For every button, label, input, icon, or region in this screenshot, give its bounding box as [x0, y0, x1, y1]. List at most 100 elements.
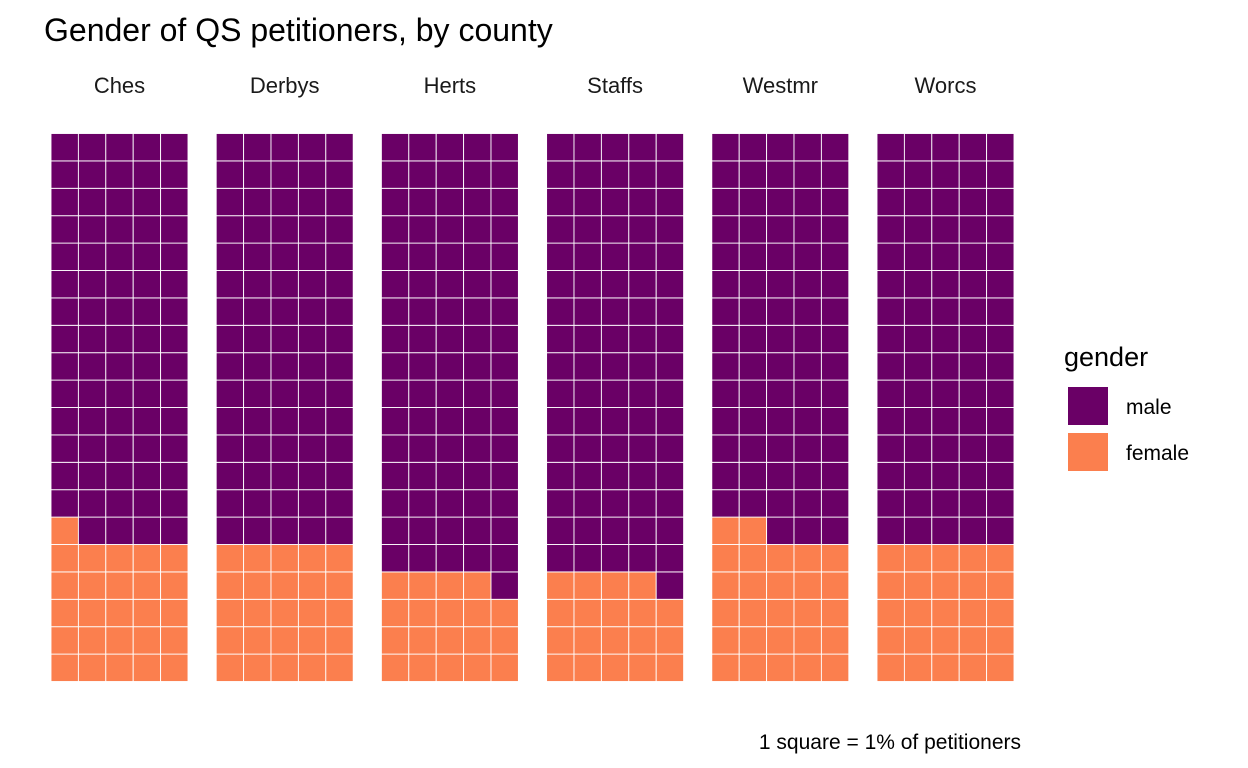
waffle-square-male	[105, 215, 134, 244]
waffle-square-male	[297, 270, 327, 299]
waffle-square-male	[105, 407, 134, 436]
waffle-square-female	[711, 544, 740, 573]
waffle-square-male	[903, 270, 933, 299]
waffle-square-female	[105, 653, 134, 682]
waffle-square-female	[490, 626, 519, 655]
waffle-square-female	[931, 653, 960, 682]
waffle-square-male	[408, 270, 437, 299]
waffle-square-female	[876, 653, 905, 682]
waffle-square-male	[270, 379, 299, 408]
waffle-square-female	[600, 598, 630, 628]
waffle-square-male	[215, 270, 245, 299]
waffle-square-male	[160, 133, 189, 162]
waffle-square-male	[380, 133, 410, 162]
panel-derbys: Derbys	[215, 73, 354, 682]
waffle-square-female	[243, 571, 272, 600]
waffle-square-male	[793, 133, 822, 162]
waffle-square-female	[380, 626, 410, 655]
waffle-square-male	[380, 297, 410, 326]
waffle-square-male	[986, 489, 1015, 518]
waffle-square-male	[766, 379, 795, 408]
waffle-square-male	[876, 489, 905, 518]
waffle-square-male	[766, 297, 795, 326]
waffle-square-male	[380, 187, 410, 217]
waffle-square-male	[628, 133, 657, 162]
waffle-square-male	[297, 379, 327, 408]
waffle-square-male	[490, 297, 519, 326]
waffle-square-male	[958, 242, 988, 271]
waffle-square-male	[766, 352, 795, 381]
waffle-square-female	[793, 598, 822, 628]
waffle-square-male	[297, 215, 327, 244]
waffle-square-male	[50, 242, 79, 271]
waffle-square-female	[628, 571, 657, 600]
waffle-square-male	[105, 187, 134, 217]
waffle-square-male	[793, 461, 822, 491]
waffle-square-male	[573, 160, 602, 189]
waffle-square-male	[408, 324, 437, 354]
waffle-square-male	[876, 215, 905, 244]
waffle-square-male	[435, 434, 465, 463]
waffle-square-male	[958, 160, 988, 189]
waffle-square-male	[435, 407, 465, 436]
waffle-square-male	[766, 270, 795, 299]
waffle-square-female	[793, 544, 822, 573]
waffle-square-male	[243, 379, 272, 408]
waffle-square-male	[820, 489, 850, 518]
waffle-square-male	[711, 297, 740, 326]
waffle-square-male	[435, 324, 465, 354]
waffle-square-male	[820, 379, 850, 408]
waffle-square-female	[297, 653, 327, 682]
waffle-square-female	[711, 626, 740, 655]
waffle-square-male	[986, 160, 1015, 189]
waffle-square-male	[546, 407, 575, 436]
waffle-square-male	[325, 352, 354, 381]
waffle-square-female	[738, 598, 768, 628]
waffle-square-female	[711, 571, 740, 600]
waffle-square-male	[243, 242, 272, 271]
waffle-square-female	[738, 626, 768, 655]
waffle-square-male	[435, 242, 465, 271]
waffle-square-male	[408, 297, 437, 326]
waffle-square-female	[655, 598, 685, 628]
waffle-square-male	[325, 160, 354, 189]
waffle-square-male	[77, 270, 107, 299]
waffle-square-male	[655, 297, 685, 326]
waffle-square-male	[160, 352, 189, 381]
waffle-square-female	[215, 653, 245, 682]
waffle-square-male	[77, 160, 107, 189]
waffle-square-female	[105, 598, 134, 628]
waffle-square-female	[546, 626, 575, 655]
waffle-square-male	[738, 407, 768, 436]
waffle-square-female	[958, 626, 988, 655]
waffle-square-male	[766, 187, 795, 217]
waffle-square-male	[243, 516, 272, 545]
waffle-square-male	[160, 461, 189, 491]
waffle-square-female	[573, 626, 602, 655]
waffle-square-male	[160, 489, 189, 518]
waffle-square-male	[105, 352, 134, 381]
waffle-square-female	[77, 571, 107, 600]
waffle-square-male	[711, 160, 740, 189]
waffle-square-female	[903, 626, 933, 655]
waffle-square-male	[325, 187, 354, 217]
waffle-square-female	[297, 571, 327, 600]
waffle-square-female	[408, 571, 437, 600]
waffle-square-male	[160, 297, 189, 326]
waffle-square-male	[160, 270, 189, 299]
waffle-square-male	[435, 160, 465, 189]
waffle-square-male	[408, 516, 437, 545]
waffle-square-female	[435, 626, 465, 655]
waffle-square-female	[986, 598, 1015, 628]
waffle-square-male	[546, 434, 575, 463]
waffle-square-male	[600, 352, 630, 381]
waffle-square-male	[132, 352, 162, 381]
waffle-square-female	[160, 653, 189, 682]
waffle-square-male	[793, 160, 822, 189]
waffle-square-male	[600, 133, 630, 162]
waffle-square-male	[876, 461, 905, 491]
waffle-square-male	[958, 434, 988, 463]
waffle-square-male	[435, 187, 465, 217]
waffle-square-male	[766, 516, 795, 545]
waffle-square-male	[270, 297, 299, 326]
